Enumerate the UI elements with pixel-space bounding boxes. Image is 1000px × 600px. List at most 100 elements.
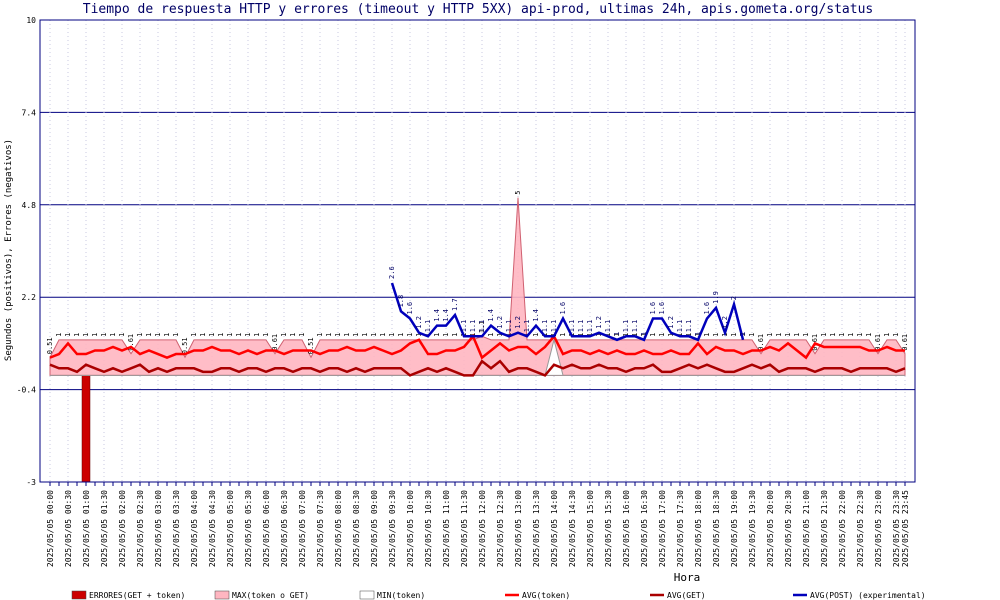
x-tick-label: 2025/05/05 13:30 — [532, 490, 541, 567]
chart-title: Tiempo de respuesta HTTP y errores (time… — [83, 2, 874, 17]
data-label: 1 — [640, 333, 648, 337]
data-label: 1 — [631, 333, 639, 337]
y-tick-label: 4.8 — [22, 201, 37, 210]
data-label: 1 — [388, 333, 396, 337]
error-bar — [81, 375, 91, 483]
data-label: 1 — [586, 333, 594, 337]
data-label: 1 — [82, 333, 90, 337]
data-label: 1 — [163, 333, 171, 337]
y-tick-label: 10 — [26, 16, 36, 25]
legend-label: MIN(token) — [377, 591, 425, 600]
area — [50, 339, 905, 376]
data-label: 1 — [487, 333, 495, 337]
data-label: 1.2 — [667, 316, 675, 329]
data-label: 1 — [667, 333, 675, 337]
x-tick-label: 2025/05/05 01:30 — [100, 490, 109, 567]
data-label: 1.1 — [478, 320, 486, 333]
data-label: 2 — [730, 296, 738, 300]
data-label: 0.51 — [46, 337, 54, 354]
x-tick-label: 2025/05/05 22:00 — [838, 490, 847, 567]
x-tick-label: 2025/05/05 20:00 — [766, 490, 775, 567]
data-label: 1.6 — [649, 302, 657, 315]
x-tick-label: 2025/05/05 14:00 — [550, 490, 559, 567]
data-label: 1 — [694, 332, 702, 336]
data-label: 0.61 — [271, 334, 279, 351]
x-tick-label: 2025/05/05 11:00 — [442, 490, 451, 567]
data-label: 1.1 — [676, 320, 684, 333]
data-label: 0.51 — [307, 337, 315, 354]
legend-label: ERRORES(GET + token) — [89, 591, 185, 600]
data-label: 1 — [253, 333, 261, 337]
data-label: 1 — [856, 333, 864, 337]
data-label: 1.2 — [514, 316, 522, 329]
y-tick-label: 2.2 — [22, 293, 37, 302]
data-label: 1.1 — [550, 320, 558, 333]
data-label: 1 — [865, 333, 873, 337]
data-label: 1 — [397, 333, 405, 337]
data-label: 1.6 — [703, 302, 711, 315]
line — [49, 359, 906, 377]
data-label: 1.6 — [658, 302, 666, 315]
data-label: 2.6 — [388, 266, 396, 279]
data-label: 1 — [766, 333, 774, 337]
data-label: 1 — [406, 333, 414, 337]
x-tick-label: 2025/05/05 19:00 — [730, 490, 739, 567]
line — [49, 333, 905, 360]
y-axis-label: Segundos (positivos), Errores (negativos… — [4, 139, 14, 361]
data-label: 1 — [91, 333, 99, 337]
x-tick-label: 2025/05/05 18:30 — [712, 490, 721, 567]
data-label: 1 — [739, 332, 747, 336]
x-tick-label: 2025/05/05 15:30 — [604, 490, 613, 567]
x-tick-label: 2025/05/05 04:30 — [208, 490, 217, 567]
data-label: 1 — [883, 333, 891, 337]
data-label: 1.2 — [595, 316, 603, 329]
legend-label: AVG(GET) — [667, 591, 706, 600]
x-tick-label: 2025/05/05 07:00 — [298, 490, 307, 567]
x-tick-label: 2025/05/05 23:30 — [892, 490, 901, 567]
legend-swatch — [71, 590, 87, 600]
data-label: 1.4 — [532, 309, 540, 322]
legend-label: AVG(POST) (experimental) — [810, 591, 926, 600]
data-label: 1 — [325, 333, 333, 337]
data-label: 1.4 — [433, 309, 441, 322]
data-label: 1 — [442, 333, 450, 337]
x-tick-label: 2025/05/05 03:30 — [172, 490, 181, 567]
y-tick-label: -3 — [26, 478, 36, 487]
x-tick-label: 2025/05/05 16:00 — [622, 490, 631, 567]
data-label: 1.1 — [622, 320, 630, 333]
x-tick-label: 2025/05/05 15:00 — [586, 490, 595, 567]
data-label: 1 — [829, 333, 837, 337]
data-label: 1 — [712, 333, 720, 337]
data-label: 1 — [145, 333, 153, 337]
data-label: 1 — [649, 333, 657, 337]
data-label: 1.1 — [505, 320, 513, 333]
data-label: 1.1 — [478, 321, 486, 334]
data-label: 1.1 — [469, 320, 477, 333]
legend-label: MAX(token o GET) — [232, 591, 309, 600]
data-label: 0.61 — [901, 334, 909, 351]
data-label: 0.61 — [127, 334, 135, 351]
data-label: 1 — [694, 333, 702, 337]
data-label: 1 — [613, 332, 621, 336]
plot-area — [40, 20, 915, 482]
x-tick-label: 2025/05/05 23:00 — [874, 490, 883, 567]
x-tick-label: 2025/05/05 05:00 — [226, 490, 235, 567]
x-tick-label: 2025/05/05 10:30 — [424, 490, 433, 567]
data-label: 1.7 — [451, 298, 459, 311]
data-label: 1 — [289, 333, 297, 337]
data-label: 1 — [496, 333, 504, 337]
x-tick-label: 2025/05/05 22:30 — [856, 490, 865, 567]
x-tick-label: 2025/05/05 04:00 — [190, 490, 199, 567]
x-tick-label: 2025/05/05 13:00 — [514, 490, 523, 567]
data-label: 1 — [154, 333, 162, 337]
data-label: 1 — [820, 333, 828, 337]
data-label: 1 — [262, 333, 270, 337]
x-tick-label: 2025/05/05 00:30 — [64, 490, 73, 567]
data-label: 1 — [640, 332, 648, 336]
data-label: 1 — [559, 333, 567, 337]
data-label: 1 — [433, 333, 441, 337]
data-label: 1 — [226, 333, 234, 337]
data-label: 1 — [793, 333, 801, 337]
data-label: 1 — [361, 333, 369, 337]
x-tick-label: 2025/05/05 02:00 — [118, 490, 127, 567]
